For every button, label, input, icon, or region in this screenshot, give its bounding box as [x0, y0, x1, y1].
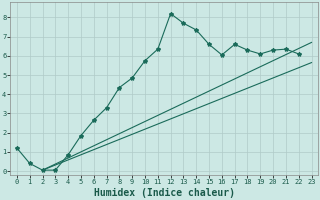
X-axis label: Humidex (Indice chaleur): Humidex (Indice chaleur) — [94, 188, 235, 198]
